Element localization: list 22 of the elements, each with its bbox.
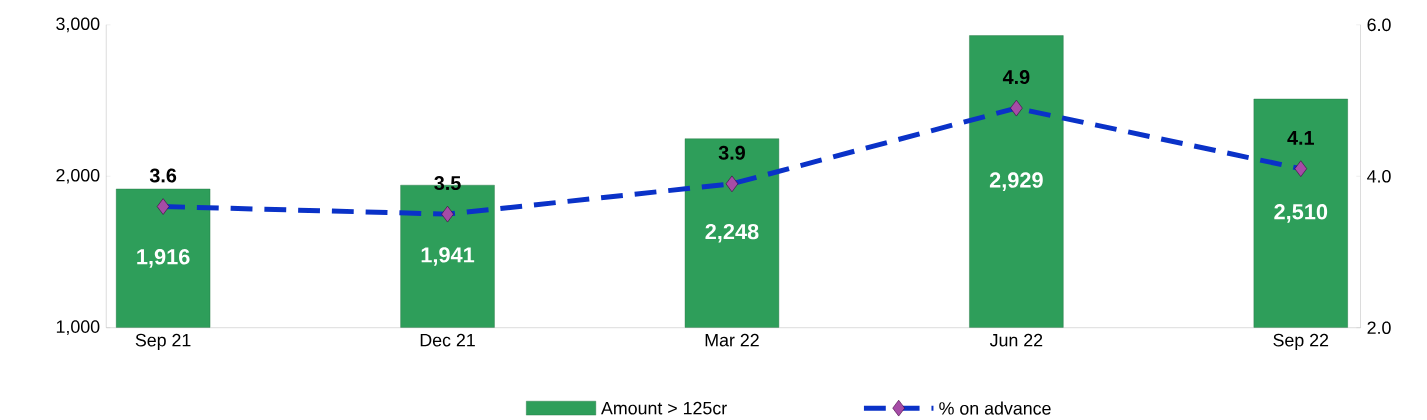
y-tick-label: 2,000: [56, 168, 100, 184]
y2-tick-label: 6.0: [1367, 18, 1391, 32]
legend-label: Amount > 125cr: [601, 401, 727, 415]
data-label: 1,941: [421, 247, 475, 266]
data-label: 3.6: [149, 168, 177, 183]
x-tick-label: Sep 22: [1273, 333, 1329, 350]
data-label: 2,510: [1274, 204, 1328, 223]
data-label: 4.1: [1287, 131, 1314, 145]
x-tick-label: Dec 21: [420, 333, 475, 347]
data-label: 4.9: [1002, 70, 1030, 85]
x-tick-label: Mar 22: [705, 333, 759, 347]
y2-tick-label: 4.0: [1367, 169, 1391, 183]
y-tick-label: 1,000: [56, 320, 100, 336]
x-tick-label: Jun 22: [989, 333, 1043, 347]
data-label: 2,929: [989, 172, 1043, 191]
legend-label: % on advance: [939, 401, 1051, 415]
data-label: 3.9: [718, 145, 745, 160]
data-label: 2,248: [705, 223, 759, 243]
x-tick-label: Sep 21: [135, 333, 191, 350]
data-label: 1,916: [137, 249, 190, 268]
y2-tick-label: 2.0: [1367, 321, 1391, 334]
y-tick-label: 3,000: [56, 17, 100, 33]
